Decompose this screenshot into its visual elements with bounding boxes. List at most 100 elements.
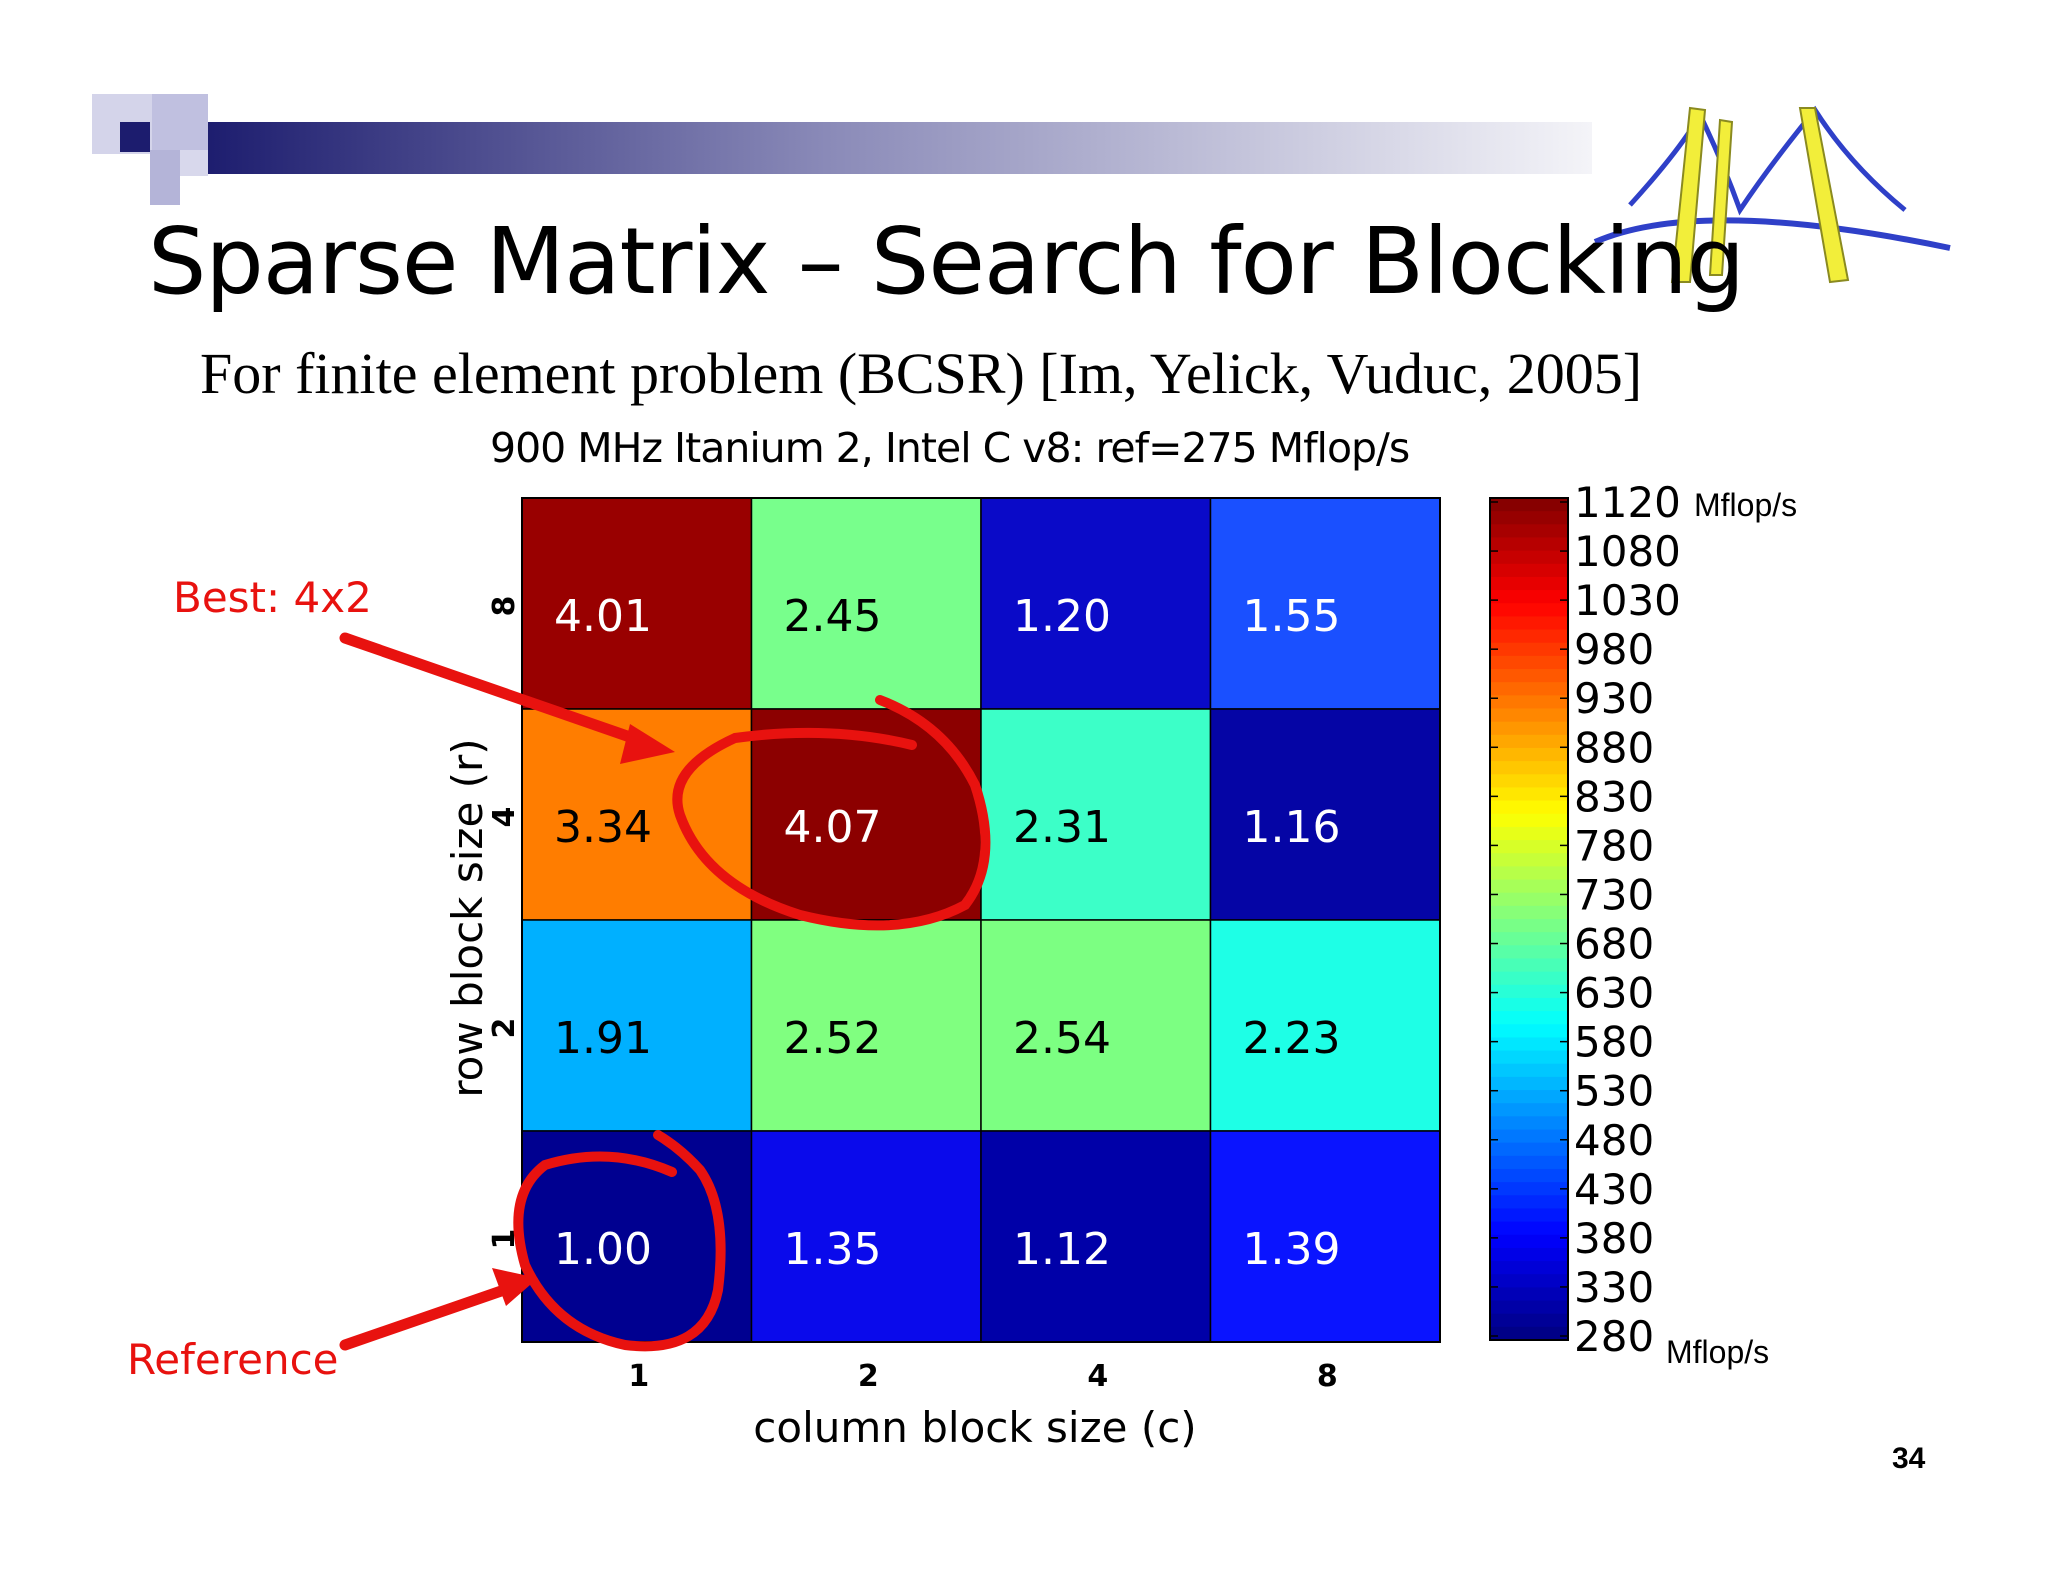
logo-deck bbox=[1593, 217, 1951, 251]
cell-value-label: 2.23 bbox=[1243, 1013, 1341, 1064]
colorbar-segment bbox=[1490, 866, 1568, 881]
colorbar-segment bbox=[1490, 537, 1568, 552]
colorbar-segment bbox=[1490, 1050, 1568, 1065]
colorbar-segment bbox=[1490, 550, 1568, 565]
colorbar-segment bbox=[1490, 984, 1568, 999]
colorbar-segment bbox=[1490, 813, 1568, 828]
colorbar-segment bbox=[1490, 1326, 1568, 1341]
colorbar-tick-label: 980 bbox=[1574, 625, 1654, 674]
heatmap-frame bbox=[521, 497, 1441, 1343]
x-tick-label: 8 bbox=[1317, 1359, 1338, 1394]
colorbar-segment bbox=[1490, 1221, 1568, 1236]
colorbar-segment bbox=[1490, 1076, 1568, 1091]
colorbar-segment bbox=[1490, 524, 1568, 539]
colorbar-tick-label: 280 bbox=[1574, 1312, 1654, 1361]
colorbar-bottom-unit: Mflop/s bbox=[1666, 1334, 1769, 1370]
colorbar-segment bbox=[1490, 682, 1568, 696]
heatmap-ticks: 1 2 4 8 8 4 2 1 bbox=[487, 596, 1338, 1394]
x-axis-label: column block size (c) bbox=[753, 1403, 1196, 1452]
banner-square bbox=[180, 150, 208, 176]
colorbar-tick-label: 630 bbox=[1574, 969, 1654, 1018]
y-tick-label: 8 bbox=[487, 596, 522, 617]
colorbar-segment bbox=[1490, 576, 1568, 591]
colorbar-segment bbox=[1490, 971, 1568, 986]
heatmap-cell bbox=[750, 1130, 982, 1343]
colorbar-segment bbox=[1490, 1313, 1568, 1328]
cell-value-label: 1.16 bbox=[1243, 802, 1341, 853]
cell-value-label: 4.01 bbox=[554, 591, 652, 642]
banner-square bbox=[120, 122, 150, 152]
heatmap-cell bbox=[980, 1130, 1212, 1343]
colorbar-tick-label: 730 bbox=[1574, 870, 1654, 919]
y-tick-label: 1 bbox=[487, 1229, 522, 1250]
cell-value-label: 4.07 bbox=[784, 802, 882, 853]
heatmap-cell bbox=[750, 497, 982, 710]
colorbar-segment bbox=[1490, 1024, 1568, 1039]
colorbar-segment bbox=[1490, 1168, 1568, 1183]
heatmap-cell bbox=[1209, 708, 1441, 921]
colorbar-tick-label: 680 bbox=[1574, 920, 1654, 969]
colorbar-segment bbox=[1490, 734, 1568, 749]
colorbar-tick-label: 780 bbox=[1574, 821, 1654, 870]
heatmap-cell bbox=[521, 497, 753, 710]
slide-number: 34 bbox=[1892, 1442, 1926, 1475]
cell-value-label: 2.45 bbox=[784, 591, 882, 642]
slide-subtitle: For finite element problem (BCSR) [Im, Y… bbox=[200, 341, 1643, 406]
slide-title: Sparse Matrix – Search for Blocking bbox=[148, 208, 1745, 315]
banner-square bbox=[150, 150, 180, 205]
colorbar-segment bbox=[1490, 905, 1568, 920]
cell-value-label: 1.00 bbox=[554, 1224, 652, 1275]
colorbar-segment bbox=[1490, 840, 1568, 854]
banner-square bbox=[152, 94, 208, 150]
colorbar-segment bbox=[1490, 511, 1568, 525]
colorbar-segment bbox=[1490, 787, 1568, 802]
colorbar-tick-label: 580 bbox=[1574, 1018, 1654, 1067]
colorbar-segment bbox=[1490, 721, 1568, 736]
colorbar-tick-label: 930 bbox=[1574, 674, 1654, 723]
colorbar-segment bbox=[1490, 747, 1568, 762]
colorbar-tick-label: 880 bbox=[1574, 723, 1654, 772]
x-tick-label: 1 bbox=[628, 1359, 649, 1394]
colorbar-segment bbox=[1490, 1274, 1568, 1288]
header-banner bbox=[92, 94, 1592, 205]
colorbar-segment bbox=[1490, 642, 1568, 657]
heatmap-cell bbox=[521, 919, 753, 1132]
cell-value-label: 1.35 bbox=[784, 1224, 882, 1275]
colorbar-segment bbox=[1490, 1011, 1568, 1025]
cell-value-label: 2.31 bbox=[1013, 802, 1111, 853]
reference-circle bbox=[513, 1130, 726, 1352]
colorbar-segment bbox=[1490, 1116, 1568, 1131]
colorbar-segment bbox=[1490, 708, 1568, 723]
best-arrow-head bbox=[620, 724, 675, 764]
cell-value-label: 1.39 bbox=[1243, 1224, 1341, 1275]
colorbar-segment bbox=[1490, 1287, 1568, 1302]
colorbar-segment bbox=[1490, 1261, 1568, 1275]
logo-arch bbox=[1628, 105, 1907, 216]
colorbar: 1120108010309809308808307807306806305805… bbox=[1489, 478, 1681, 1361]
cell-value-label: 1.91 bbox=[554, 1013, 652, 1064]
colorbar-frame bbox=[1489, 497, 1569, 1341]
cell-value-label: 1.20 bbox=[1013, 591, 1111, 642]
colorbar-segment bbox=[1490, 919, 1568, 933]
colorbar-segment bbox=[1490, 879, 1568, 894]
colorbar-segment bbox=[1490, 1129, 1568, 1144]
colorbar-segment bbox=[1490, 603, 1568, 618]
colorbar-segment bbox=[1490, 1300, 1568, 1315]
colorbar-tick-label: 1120 bbox=[1574, 478, 1681, 527]
bridge-logo bbox=[1593, 105, 1951, 284]
colorbar-segment bbox=[1490, 629, 1568, 644]
chart-title: 900 MHz Itanium 2, Intel C v8: ref=275 M… bbox=[490, 424, 1410, 472]
heatmap-cells bbox=[521, 497, 1441, 1343]
colorbar-segment bbox=[1490, 945, 1568, 960]
colorbar-tick-label: 330 bbox=[1574, 1263, 1654, 1312]
colorbar-segment bbox=[1490, 1090, 1568, 1104]
cell-value-label: 3.34 bbox=[554, 802, 652, 853]
heatmap-cell bbox=[1209, 1130, 1441, 1343]
colorbar-segment bbox=[1490, 892, 1568, 907]
colorbar-segment bbox=[1490, 1247, 1568, 1262]
colorbar-segment bbox=[1490, 669, 1568, 683]
colorbar-segment bbox=[1490, 800, 1568, 815]
colorbar-segment bbox=[1490, 1234, 1568, 1249]
